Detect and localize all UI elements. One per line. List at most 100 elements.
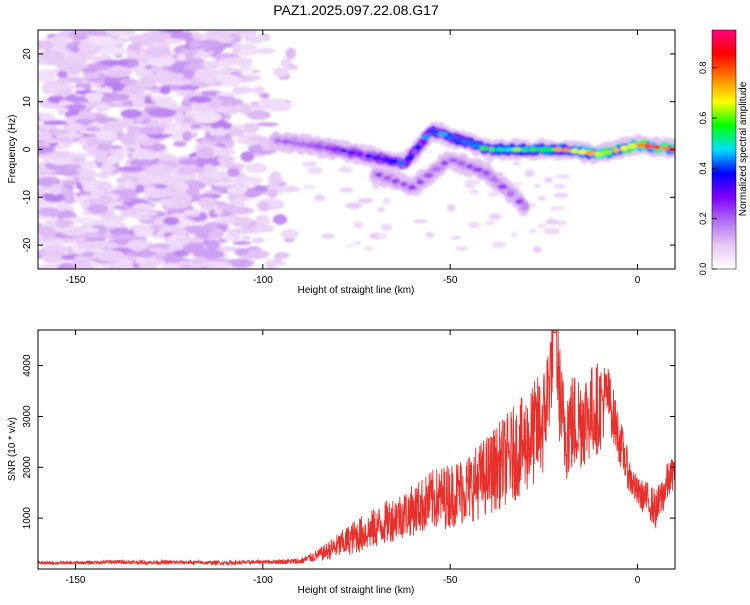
heatmap-blob [38, 124, 57, 130]
y-tick-label: 2000 [22, 456, 33, 479]
heatmap-blob [371, 155, 382, 161]
x-tick-label: -150 [65, 575, 85, 586]
heatmap-blob [381, 223, 392, 231]
heatmap-blob [313, 194, 326, 202]
heatmap-blob [536, 147, 547, 152]
heatmap-blob [87, 96, 105, 102]
heatmap-blob [489, 213, 502, 220]
heatmap-blob [61, 76, 85, 83]
heatmap-blob [534, 183, 541, 189]
heatmap-blob [340, 148, 348, 154]
heatmap-blob [172, 174, 199, 181]
heatmap-blob [302, 185, 317, 189]
heatmap-blob [167, 245, 188, 250]
heatmap-blob [52, 170, 80, 176]
colorbar-tick-label: 0.0 [698, 263, 708, 276]
heatmap-blob [635, 142, 646, 148]
heatmap-blob [49, 184, 62, 196]
heatmap-blob [163, 216, 180, 226]
heatmap-blob [217, 74, 237, 83]
heatmap-blob [653, 144, 661, 150]
heatmap-blob [231, 42, 242, 54]
heatmap-blob [205, 30, 231, 36]
heatmap-blob [240, 151, 255, 163]
heatmap-blob [159, 198, 175, 206]
y-tick-label: -10 [22, 190, 33, 205]
heatmap-blob [441, 160, 449, 166]
heatmap-blob [246, 110, 271, 120]
heatmap-blob [120, 109, 142, 119]
heatmap-blob [464, 179, 480, 186]
y-tick-label: 1000 [22, 507, 33, 530]
heatmap-blob [107, 219, 124, 227]
colorbar-tick-label: 0.4 [698, 162, 708, 175]
heatmap-blob [497, 184, 508, 190]
heatmap-blob [482, 170, 490, 176]
heatmap-blob [138, 79, 157, 88]
heatmap-blob [204, 239, 221, 250]
x-tick-label: -150 [65, 275, 85, 286]
heatmap-blob [116, 166, 146, 173]
snr-y-axis: 1000 2000 3000 4000 [22, 354, 675, 529]
heatmap-blob [346, 150, 358, 155]
heatmap-blob [38, 145, 53, 154]
heatmap-blob [553, 192, 569, 198]
heatmap-blob [138, 126, 165, 135]
heatmap-blob [82, 251, 95, 258]
x-tick-label: 0 [635, 575, 641, 586]
heatmap-blob [323, 145, 332, 151]
heatmap-blob [484, 220, 496, 226]
heatmap-blob [104, 47, 127, 55]
heatmap-blob [454, 246, 468, 251]
heatmap-blob [133, 225, 155, 238]
heatmap-blob [479, 145, 489, 151]
x-tick-label: 0 [635, 275, 641, 286]
heatmap-blob [429, 129, 440, 134]
heatmap-blob [115, 149, 132, 156]
heatmap-blob [125, 50, 137, 59]
heatmap-blob [212, 181, 240, 187]
heatmap-blob [376, 233, 389, 239]
heatmap-blob [150, 66, 164, 72]
heatmap-blob [136, 211, 159, 216]
snr-frame [37, 329, 676, 570]
colorbar-ticks: 0.0 0.2 0.4 0.6 0.8 [698, 61, 717, 275]
y-tick-label: 3000 [22, 405, 33, 428]
heatmap-blob [465, 164, 474, 169]
heatmap-blob [272, 67, 290, 77]
heatmap-blob [195, 146, 214, 159]
heatmap-blob [437, 131, 448, 137]
heatmap-blob [221, 106, 241, 115]
heatmap-blob [94, 153, 109, 163]
heatmap-blob [86, 137, 98, 148]
spectrogram-x-label: Height of straight line (km) [298, 285, 415, 296]
y-tick-label: 4000 [22, 354, 33, 377]
heatmap-blob [265, 259, 277, 269]
heatmap-blob [152, 184, 168, 189]
heatmap-blob [223, 57, 254, 66]
heatmap-blob [233, 30, 258, 34]
heatmap-blob [40, 226, 57, 239]
heatmap-blob [80, 160, 98, 170]
heatmap-blob [62, 228, 84, 237]
heatmap-blob [495, 147, 505, 152]
heatmap-blob [87, 204, 109, 214]
heatmap-blob [127, 34, 157, 43]
x-tick-label: -50 [443, 275, 458, 286]
heatmap-blob [214, 127, 226, 137]
heatmap-blob [349, 206, 360, 210]
heatmap-blob [38, 176, 61, 187]
heatmap-blob [190, 123, 203, 130]
heatmap-blob [38, 250, 67, 256]
heatmap-blob [163, 80, 193, 86]
heatmap-blob [397, 160, 406, 166]
heatmap-blob [280, 228, 299, 240]
heatmap-blob [330, 146, 341, 152]
heatmap-blob [643, 143, 654, 149]
heatmap-blob [554, 174, 570, 179]
heatmap-blob [161, 262, 181, 269]
colorbar-tick-label: 0.2 [698, 212, 708, 225]
heatmap-blob [97, 194, 113, 205]
heatmap-blob [175, 229, 189, 236]
heatmap-blob [57, 70, 68, 79]
